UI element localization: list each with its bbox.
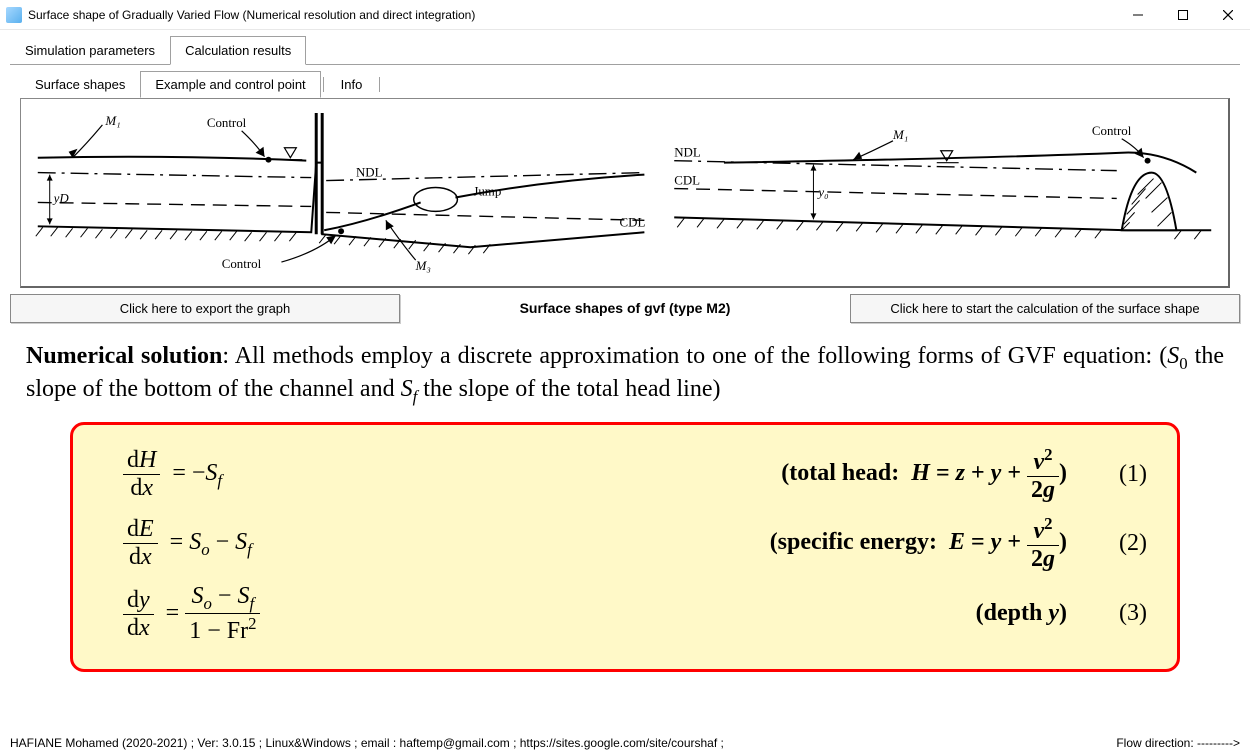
status-author-info: HAFIANE Mohamed (2020-2021) ; Ver: 3.0.1… bbox=[10, 736, 1086, 750]
diagram-label-y0: y₀ bbox=[816, 184, 828, 199]
export-graph-button[interactable]: Click here to export the graph bbox=[10, 294, 400, 323]
diagram-label-m1: M₁ bbox=[104, 113, 120, 128]
inner-tab-bar: Surface shapes Example and control point… bbox=[10, 69, 1240, 98]
flow-diagram-svg: M₁ Control NDL CDL bbox=[25, 103, 1224, 282]
diagram-label-ndl-left: NDL bbox=[356, 165, 383, 180]
eq-number-2: (2) bbox=[1097, 530, 1147, 557]
diagram-label-cdl-right: CDL bbox=[674, 173, 700, 188]
outer-tab-bar: Simulation parameters Calculation result… bbox=[0, 30, 1250, 65]
outer-panel: Surface shapes Example and control point… bbox=[10, 64, 1240, 288]
diagram-label-jump: Jump bbox=[473, 183, 501, 198]
equations-box: dHdx = −Sf (total head: H = z + y + v22g… bbox=[70, 422, 1180, 673]
heading-text: Numerical solution bbox=[26, 343, 222, 369]
status-bar: HAFIANE Mohamed (2020-2021) ; Ver: 3.0.1… bbox=[0, 731, 1250, 755]
diagram-label-control-bottom: Control bbox=[222, 256, 262, 271]
window-controls bbox=[1115, 0, 1250, 30]
tab-separator bbox=[379, 77, 380, 92]
eq-number-3: (3) bbox=[1097, 600, 1147, 627]
tab-example-control-point[interactable]: Example and control point bbox=[140, 71, 320, 98]
tab-separator bbox=[323, 77, 324, 92]
action-button-row: Click here to export the graph Surface s… bbox=[10, 294, 1240, 323]
tab-info[interactable]: Info bbox=[326, 71, 378, 98]
start-calculation-button[interactable]: Click here to start the calculation of t… bbox=[850, 294, 1240, 323]
equation-row-2: dEdx = So − Sf (specific energy: E = y +… bbox=[123, 514, 1147, 573]
minimize-button[interactable] bbox=[1115, 0, 1160, 30]
equation-row-1: dHdx = −Sf (total head: H = z + y + v22g… bbox=[123, 445, 1147, 504]
body-text-1: : All methods employ a discrete approxim… bbox=[222, 343, 1167, 369]
diagram-label-yd: yD bbox=[52, 190, 70, 205]
diagram-label-m3: M₃ bbox=[415, 258, 431, 273]
app-icon bbox=[6, 7, 22, 23]
close-button[interactable] bbox=[1205, 0, 1250, 30]
surface-shape-label: Surface shapes of gvf (type M2) bbox=[412, 294, 838, 323]
diagram-panel: M₁ Control NDL CDL bbox=[20, 98, 1230, 288]
diagram-label-control-right: Control bbox=[1092, 123, 1132, 138]
eq-number-1: (1) bbox=[1097, 461, 1147, 488]
body-text-3: the slope of the total head line) bbox=[417, 376, 720, 402]
diagram-label-ndl-right: NDL bbox=[674, 145, 701, 160]
status-flow-direction: Flow direction: ---------> bbox=[1086, 736, 1240, 750]
diagram-label-control-top: Control bbox=[207, 115, 247, 130]
diagram-label-m1-right: M₁ bbox=[892, 127, 908, 142]
tab-simulation-parameters[interactable]: Simulation parameters bbox=[10, 36, 170, 65]
diagram-label-cdl-left: CDL bbox=[620, 214, 646, 229]
numerical-solution-text: Numerical solution: All methods employ a… bbox=[26, 341, 1224, 408]
window-title: Surface shape of Gradually Varied Flow (… bbox=[28, 8, 1115, 22]
tab-calculation-results[interactable]: Calculation results bbox=[170, 36, 306, 65]
tab-surface-shapes[interactable]: Surface shapes bbox=[20, 71, 140, 98]
maximize-button[interactable] bbox=[1160, 0, 1205, 30]
titlebar: Surface shape of Gradually Varied Flow (… bbox=[0, 0, 1250, 30]
equation-row-3: dydx = So − Sf1 − Fr2 (depth y) (3) bbox=[123, 583, 1147, 646]
